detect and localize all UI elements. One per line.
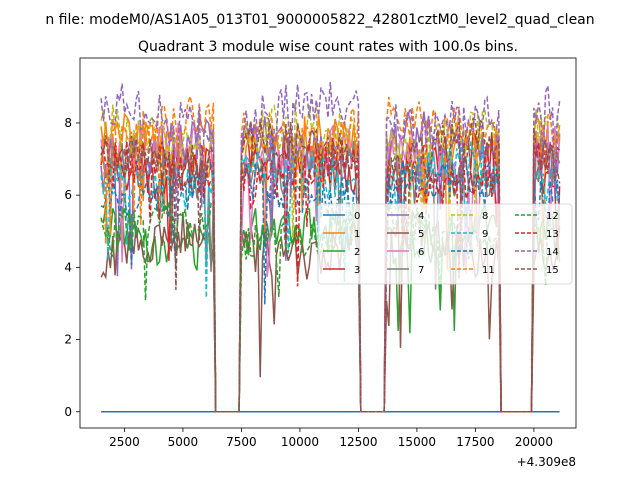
y-tick-label: 2 [64,333,72,347]
x-tick-label: 7500 [226,435,257,449]
legend-label-14: 14 [546,247,559,258]
chart-title: Quadrant 3 module wise count rates with … [138,39,518,55]
x-tick-label: 17500 [456,435,494,449]
y-tick-label: 6 [64,188,72,202]
legend-label-13: 13 [546,229,559,240]
x-tick-label: 15000 [398,435,436,449]
y-tick-label: 8 [64,116,72,130]
y-axis: 0 2 4 6 8 [64,116,80,419]
x-tick-label: 5000 [168,435,199,449]
x-tick-label: 2500 [109,435,140,449]
legend-label-2: 2 [354,247,360,258]
legend-label-12: 12 [546,211,559,222]
series-line-8 [100,102,561,413]
legend-label-1: 1 [354,229,360,240]
x-offset-label: +4.309e8 [517,455,576,469]
y-tick-label: 4 [64,260,72,274]
legend-label-5: 5 [418,229,424,240]
legend-label-7: 7 [418,265,424,276]
legend-label-3: 3 [354,265,360,276]
x-tick-label: 20000 [515,435,553,449]
legend-label-0: 0 [354,211,360,222]
legend-label-10: 10 [482,247,495,258]
figure-suptitle: n file: modeM0/AS1A05_013T01_9000005822_… [45,12,594,28]
legend-label-15: 15 [546,265,559,276]
x-axis: 2500 5000 7500 10000 12500 15000 17500 20000 [109,428,553,449]
legend-label-4: 4 [418,211,424,222]
plot-frame [79,57,577,429]
legend-box [317,203,573,285]
x-tick-label: 12500 [339,435,377,449]
y-tick-label: 0 [64,405,72,419]
legend-label-8: 8 [482,211,488,222]
series-line-14 [100,81,561,413]
legend-label-9: 9 [482,229,488,240]
x-tick-label: 10000 [281,435,319,449]
legend-label-6: 6 [418,247,424,258]
legend-label-11: 11 [482,265,495,276]
series-line-15 [100,117,561,413]
